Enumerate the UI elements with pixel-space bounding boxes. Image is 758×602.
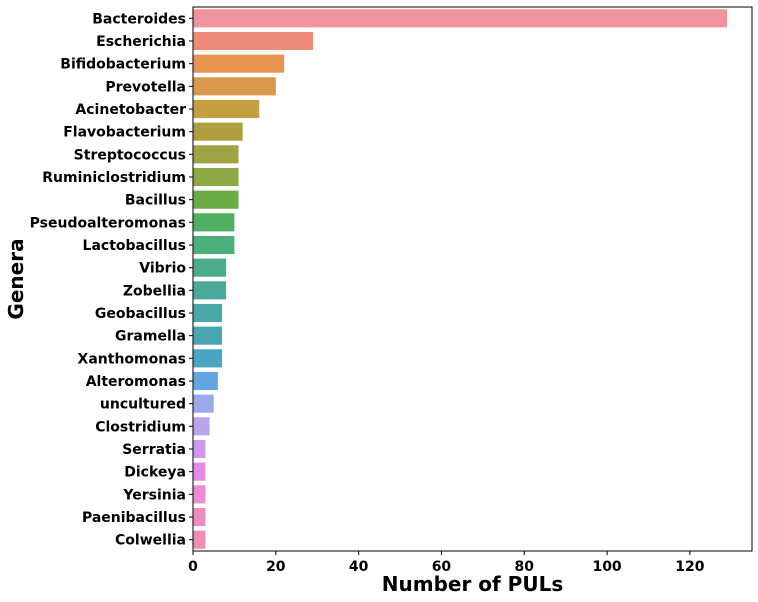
bar-yersinia <box>193 485 206 504</box>
x-tick-label: 20 <box>266 559 286 575</box>
y-tick-label: Vibrio <box>139 261 186 277</box>
bar-dickeya <box>193 462 206 481</box>
x-tick-label: 0 <box>188 559 198 575</box>
x-tick-label: 80 <box>515 559 535 575</box>
bar-escherichia <box>193 31 314 51</box>
y-tick-label: Lactobacillus <box>83 238 186 254</box>
y-tick-label: Acinetobacter <box>75 102 186 118</box>
x-tick-label: 60 <box>432 559 452 575</box>
bar-clostridium <box>193 417 210 436</box>
plot-frame <box>192 6 753 552</box>
bar-uncultured <box>193 394 214 413</box>
y-tick-label: Bacteroides <box>92 11 186 27</box>
x-tick-label: 120 <box>675 559 704 575</box>
y-tick-label: Xanthomonas <box>78 351 186 367</box>
bar-geobacillus <box>193 303 222 323</box>
y-axis-title: Genera <box>4 238 28 319</box>
y-tick-label: Pseudoalteromonas <box>30 215 186 231</box>
bar-bacillus <box>193 190 239 209</box>
bar-lactobacillus <box>193 235 235 255</box>
y-tick-labels: Bacteroides Escherichia Bifidobacterium Pre… <box>30 11 193 549</box>
y-tick-label: Clostridium <box>95 419 186 435</box>
bars <box>193 9 728 549</box>
y-tick-label: Escherichia <box>96 34 186 50</box>
y-tick-label: Colwellia <box>115 533 186 549</box>
bar-gramella <box>193 326 222 345</box>
x-ticks: 0 20 40 60 80 100 120 <box>188 551 705 575</box>
bar-flavobacterium <box>193 122 243 141</box>
y-tick-label: Ruminiclostridium <box>42 170 186 186</box>
bar-vibrio <box>193 258 227 277</box>
x-tick-label: 100 <box>592 559 621 575</box>
bar-ruminiclostridium <box>193 167 239 187</box>
y-tick-label: Geobacillus <box>95 306 186 322</box>
y-tick-label: Bifidobacterium <box>60 57 186 73</box>
y-tick-label: Dickeya <box>124 465 186 481</box>
bar-bifidobacterium <box>193 54 285 73</box>
bar-serratia <box>193 439 206 459</box>
y-tick-label: Paenibacillus <box>82 510 186 526</box>
bar-zobellia <box>193 281 227 300</box>
bar-pseudoalteromonas <box>193 213 235 232</box>
bar-prevotella <box>193 77 276 96</box>
y-tick-label: Prevotella <box>105 79 186 95</box>
y-tick-label: Streptococcus <box>74 147 186 163</box>
bar-bacteroides <box>193 9 728 28</box>
bar-alteromonas <box>193 371 218 391</box>
bar-streptococcus <box>193 145 239 164</box>
y-tick-label: Yersinia <box>122 487 186 503</box>
y-tick-label: Flavobacterium <box>63 125 186 141</box>
bar-acinetobacter <box>193 99 260 119</box>
x-axis-title: Number of PULs <box>382 572 563 596</box>
y-tick-label: Zobellia <box>123 283 186 299</box>
y-tick-label: Serratia <box>122 442 186 458</box>
y-tick-label: Gramella <box>115 329 186 345</box>
y-tick-label: Alteromonas <box>86 374 186 390</box>
y-tick-label: Bacillus <box>125 193 186 209</box>
bar-colwellia <box>193 530 206 549</box>
bar-xanthomonas <box>193 349 222 368</box>
bar-paenibacillus <box>193 507 206 527</box>
x-tick-label: 40 <box>349 559 369 575</box>
y-tick-label: uncultured <box>100 397 186 413</box>
